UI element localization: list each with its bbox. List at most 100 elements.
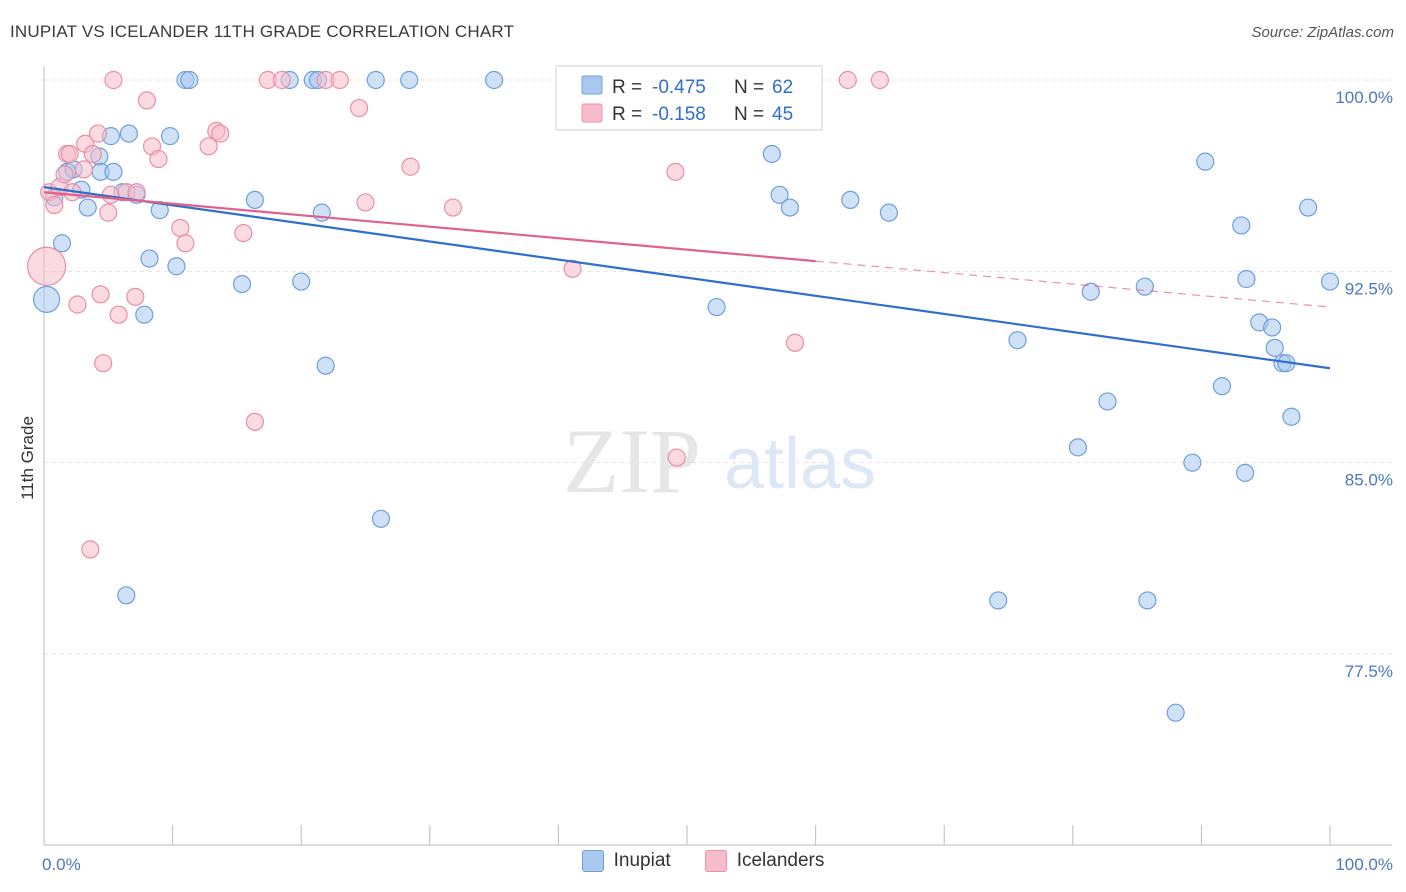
point-inupiat-50 (1196, 152, 1215, 171)
y-axis-label: 11th Grade (18, 416, 37, 500)
point-icelanders-31 (234, 223, 253, 243)
point-icelanders-45 (838, 70, 857, 90)
point-inupiat-42 (1008, 331, 1027, 350)
x-tick-label-0: 0.0% (42, 855, 81, 874)
point-inupiat-14 (135, 305, 154, 324)
point-icelanders-12 (83, 144, 102, 164)
y-tick-label-1: 85.0% (1345, 471, 1393, 490)
point-icelanders-8 (68, 295, 87, 314)
y-tick-labels: 77.5% 85.0% 92.5% 100.0% (1335, 88, 1393, 681)
point-inupiat-36 (762, 144, 781, 164)
point-inupiat-21 (117, 586, 136, 605)
point-inupiat-54 (1236, 463, 1255, 482)
point-inupiat-18 (167, 257, 186, 276)
point-icelanders-38 (356, 193, 375, 212)
point-icelanders-9 (74, 160, 93, 179)
point-icelanders-25 (149, 149, 168, 169)
point-inupiat-0 (32, 285, 61, 313)
point-inupiat-48 (1166, 703, 1185, 722)
point-icelanders-21 (126, 287, 145, 306)
point-icelanders-11 (81, 540, 100, 559)
point-icelanders-2 (45, 195, 64, 215)
watermark-atlas: atlas (724, 424, 876, 504)
point-inupiat-46 (1135, 277, 1154, 296)
legend-n-value-0: 62 (772, 77, 793, 98)
point-icelanders-26 (171, 218, 190, 238)
trend-inupiat (43, 186, 1331, 370)
y-tick-label-2: 92.5% (1345, 279, 1393, 298)
point-icelanders-23 (137, 91, 156, 110)
point-inupiat-35 (707, 297, 726, 317)
point-inupiat-31 (371, 509, 391, 528)
stats-legend: R = -0.475 N = 62 R = -0.158 N = 45 (555, 65, 823, 131)
point-inupiat-45 (1098, 392, 1117, 411)
point-icelanders-0 (26, 246, 67, 286)
point-inupiat-60 (1282, 407, 1301, 426)
legend-r-label-0: R = (612, 77, 642, 98)
chart-source: Source: ZipAtlas.com (1251, 24, 1394, 41)
trend-lines (43, 186, 1331, 370)
point-icelanders-36 (330, 70, 349, 90)
legend-swatch-icelanders-bottom (704, 850, 727, 872)
point-icelanders-4 (55, 165, 74, 184)
point-inupiat-29 (316, 356, 335, 375)
point-inupiat-40 (879, 203, 899, 222)
point-icelanders-15 (94, 354, 113, 373)
point-icelanders-18 (104, 70, 123, 90)
point-inupiat-22 (232, 274, 252, 294)
point-inupiat-32 (400, 70, 419, 90)
watermark: ZIP atlas (563, 410, 876, 512)
point-inupiat-38 (780, 198, 799, 217)
y-tick-label-0: 77.5% (1345, 662, 1393, 681)
point-icelanders-13 (88, 124, 108, 143)
point-inupiat-9 (104, 162, 123, 181)
point-inupiat-6 (78, 198, 97, 217)
point-inupiat-15 (140, 249, 159, 268)
trend-icelanders (43, 191, 816, 263)
point-icelanders-14 (91, 285, 110, 304)
point-inupiat-37 (770, 185, 789, 204)
legend-r-value-1: -0.158 (652, 104, 706, 125)
legend-swatch-inupiat (581, 75, 603, 95)
trend-icelanders-extension (815, 260, 1331, 308)
point-inupiat-44 (1081, 282, 1100, 301)
point-inupiat-43 (1068, 438, 1088, 457)
point-inupiat-61 (1320, 272, 1340, 291)
chart-title: INUPIAT VS ICELANDER 11TH GRADE CORRELAT… (10, 22, 515, 41)
point-icelanders-34 (272, 70, 292, 90)
point-icelanders-42 (666, 162, 685, 181)
point-icelanders-22 (127, 183, 146, 202)
legend-item-inupiat: Inupiat (581, 850, 671, 872)
point-icelanders-6 (60, 144, 79, 164)
point-inupiat-51 (1212, 377, 1232, 396)
point-icelanders-46 (870, 70, 890, 90)
legend-label-icelanders: Icelanders (736, 850, 825, 871)
point-inupiat-56 (1263, 318, 1282, 337)
point-inupiat-17 (160, 127, 180, 146)
x-tick-label-1: 100.0% (1335, 855, 1393, 874)
legend-swatch-icelanders (581, 103, 603, 123)
point-icelanders-37 (349, 98, 369, 118)
axes (43, 66, 1392, 846)
legend-label-inupiat: Inupiat (613, 850, 671, 871)
point-inupiat-23 (245, 190, 265, 210)
point-inupiat-30 (366, 70, 385, 90)
series-legend: Inupiat Icelanders (0, 850, 1406, 872)
point-inupiat-53 (1237, 269, 1256, 289)
legend-n-label-0: N = (734, 77, 764, 98)
y-tick-label-3: 100.0% (1335, 88, 1393, 107)
gridlines (44, 79, 1392, 655)
point-icelanders-44 (785, 333, 805, 352)
point-icelanders-39 (401, 157, 420, 176)
point-inupiat-12 (119, 124, 138, 143)
legend-r-value-0: -0.475 (652, 77, 706, 98)
point-inupiat-1 (52, 234, 72, 253)
legend-swatch-inupiat-bottom (581, 850, 604, 872)
point-inupiat-20 (180, 70, 199, 90)
legend-r-label-1: R = (612, 104, 642, 125)
point-inupiat-25 (292, 272, 311, 291)
point-inupiat-41 (989, 591, 1008, 610)
point-inupiat-39 (841, 190, 860, 210)
point-icelanders-41 (563, 259, 582, 278)
